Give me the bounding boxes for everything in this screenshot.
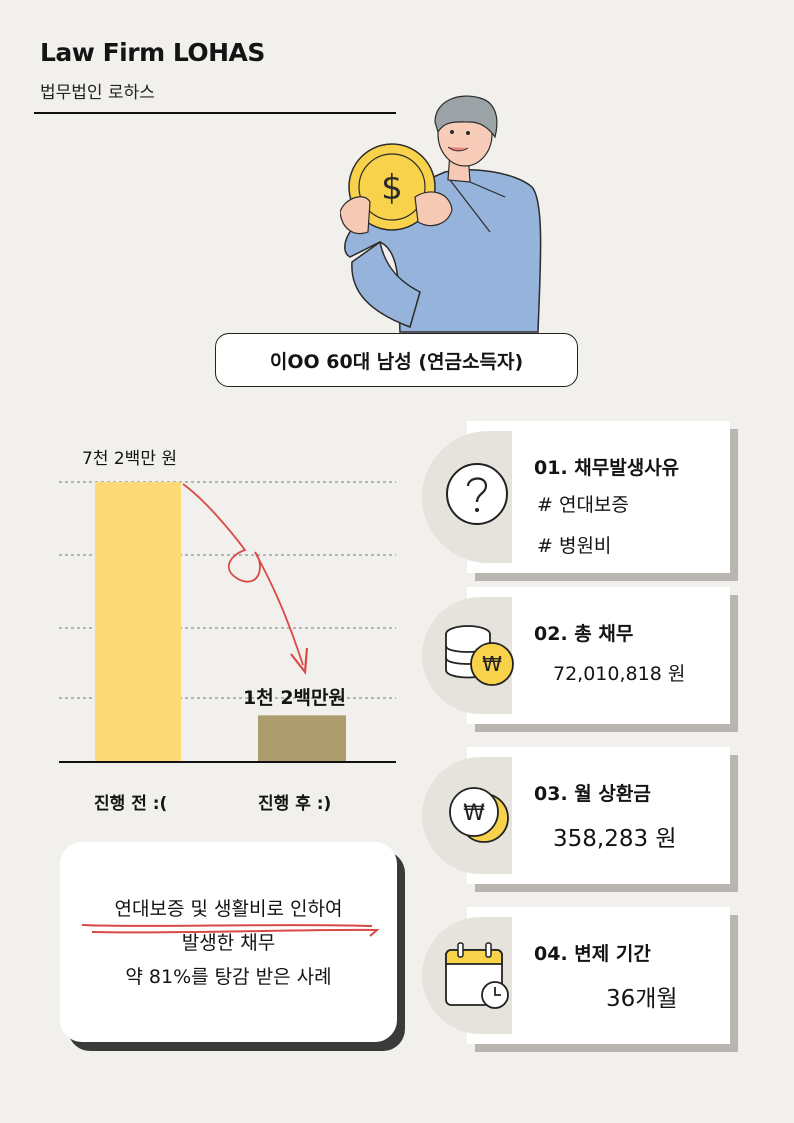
calendar-clock-icon xyxy=(440,940,520,1019)
card-value: # 병원비 xyxy=(537,535,612,557)
card-value: # 연대보증 xyxy=(537,494,629,516)
card-value: 72,010,818 원 xyxy=(553,663,686,685)
summary-line: 발생한 채무 xyxy=(181,932,276,954)
chart-category-label: 진행 후 :) xyxy=(258,794,332,814)
arrow-head xyxy=(290,647,309,675)
client-label: 이OO 60대 남성 (연금소득자) xyxy=(215,333,578,387)
chart-data-label: 1천 2백만원 xyxy=(243,687,346,709)
card-title: 03. 월 상환금 xyxy=(534,783,651,805)
brand-title: Law Firm LOHAS xyxy=(40,38,265,67)
red-underline-scribble xyxy=(81,924,380,937)
chart-data-label: 7천 2백만 원 xyxy=(82,449,177,469)
brand-subtitle: 법무법인 로하스 xyxy=(40,83,155,103)
chart-category-label: 진행 전 :( xyxy=(94,794,168,814)
summary-line: 연대보증 및 생활비로 인하여 xyxy=(114,898,343,920)
coin-stack-icon: ₩ xyxy=(440,620,520,694)
chart-bar xyxy=(95,482,181,762)
svg-text:$: $ xyxy=(381,168,403,208)
question-icon xyxy=(442,459,512,533)
debt-reduction-chart xyxy=(59,481,396,763)
svg-text:₩: ₩ xyxy=(463,801,485,826)
card-value: 358,283 원 xyxy=(553,826,677,852)
chart-bar xyxy=(258,715,346,762)
summary-line: 약 81%를 탕감 받은 사례 xyxy=(125,966,332,988)
card-value: 36개월 xyxy=(606,986,678,1012)
header-divider xyxy=(34,112,396,114)
decrease-arrow xyxy=(182,483,304,666)
card-title: 01. 채무발생사유 xyxy=(534,457,680,479)
card-title: 02. 총 채무 xyxy=(534,623,634,645)
card-title: 04. 변제 기간 xyxy=(534,943,651,965)
man-holding-coin-illustration: $ xyxy=(340,95,542,333)
svg-text:₩: ₩ xyxy=(482,652,502,676)
won-coins-icon: ₩ xyxy=(442,780,522,854)
summary-box: 연대보증 및 생활비로 인하여 발생한 채무 약 81%를 탕감 받은 사례 xyxy=(60,842,397,1042)
